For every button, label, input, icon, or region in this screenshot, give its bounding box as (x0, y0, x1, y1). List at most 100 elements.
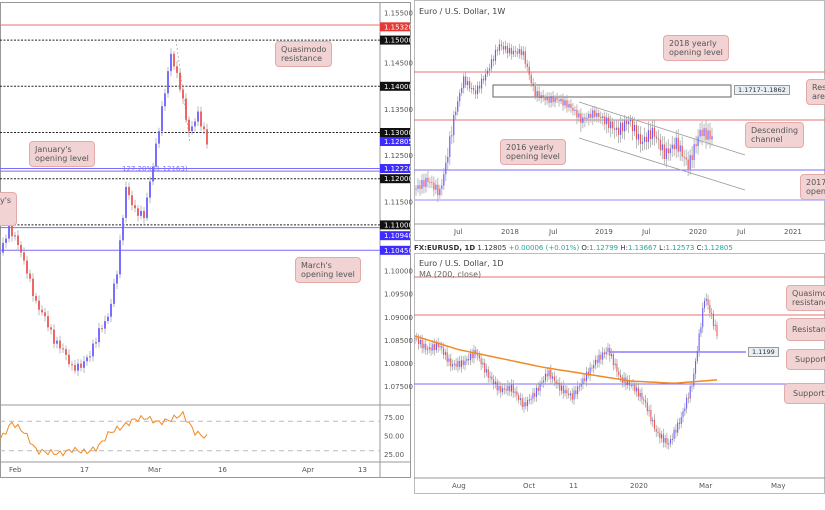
left-candle (182, 89, 184, 99)
price-axis-label: 1.11000 (384, 221, 413, 229)
daily-candle (485, 369, 488, 373)
l-label: L: (659, 244, 666, 252)
left-candle (164, 93, 166, 107)
left-candle (137, 208, 139, 216)
daily-candle (471, 353, 473, 359)
weekly-candle (475, 90, 477, 95)
daily-time-label: May (771, 482, 785, 490)
daily-candle (639, 392, 641, 397)
weekly-candle (655, 136, 657, 139)
left-candle (0, 252, 1, 254)
ma-200-line (414, 335, 718, 384)
daily-candle (468, 358, 470, 361)
weekly-time-label: Jul (736, 228, 746, 236)
weekly-candle (699, 129, 701, 137)
weekly-candle (473, 87, 475, 91)
daily-candle (512, 384, 514, 393)
weekly-candle (526, 63, 528, 67)
daily-candle (644, 400, 647, 403)
weekly-candle (675, 137, 677, 150)
weekly-candle (425, 177, 427, 187)
channel-lower (578, 137, 746, 191)
weekly-candle (705, 128, 707, 140)
daily-candle (530, 398, 532, 400)
left-candle (179, 72, 181, 90)
daily-candle (584, 378, 586, 381)
weekly-candle (582, 117, 584, 124)
daily-candle (425, 343, 427, 350)
support2-callout: Support (784, 383, 825, 404)
daily-candle (603, 352, 605, 355)
daily-candle (573, 390, 575, 400)
weekly-candle (538, 91, 540, 99)
h-label: H: (620, 244, 628, 252)
daily-candle (668, 443, 670, 445)
weekly-candle (701, 129, 703, 137)
weekly-candle (629, 119, 632, 122)
daily-candle (627, 380, 629, 386)
daily-candle (462, 360, 464, 366)
daily-time-label: Aug (452, 482, 466, 490)
daily-candle (643, 399, 645, 401)
left-candle (149, 181, 151, 198)
weekly-candle (478, 85, 481, 89)
left-candle (74, 365, 76, 371)
daily-candle (664, 437, 666, 443)
weekly-candle (534, 86, 536, 97)
weekly-candle (606, 117, 608, 125)
daily-candle (614, 363, 616, 366)
weekly-candle (508, 48, 510, 54)
daily-candle (661, 434, 663, 439)
left-candle (89, 356, 91, 358)
weekly-candle (514, 50, 516, 52)
price-label-bg (380, 81, 410, 91)
left-candle (146, 197, 148, 219)
daily-candle (650, 409, 652, 422)
weekly-candle (604, 116, 606, 125)
rsi-axis-label: 50.00 (384, 433, 404, 441)
daily-candle (450, 358, 452, 367)
res-area-callout: Resi area (806, 79, 825, 105)
daily-candle (552, 376, 554, 379)
weekly-candle (673, 144, 675, 150)
daily-candle (662, 434, 664, 443)
weekly-candle (467, 81, 469, 86)
weekly-candle (653, 127, 655, 137)
weekly-candle (451, 135, 453, 137)
rsi-axis-label: 75.00 (384, 414, 404, 422)
daily-candle (466, 358, 468, 361)
weekly-candle (455, 111, 457, 116)
daily-candle (434, 344, 436, 351)
left-candle (53, 329, 55, 344)
price-label-bg (380, 164, 410, 174)
weekly-candle (439, 188, 441, 196)
weekly-candle (562, 98, 564, 106)
daily-candle (432, 344, 434, 351)
left-candle (8, 224, 10, 239)
weekly-candle (645, 136, 648, 143)
weekly-candle (637, 134, 640, 140)
daily-candle (426, 349, 429, 351)
weekly-candle (546, 97, 548, 101)
weekly-candle (612, 121, 614, 129)
daily-candle (652, 419, 654, 422)
daily-candle (553, 376, 555, 381)
daily-candle (446, 352, 448, 362)
price-axis-label: 1.09500 (384, 291, 413, 299)
daily-candle (655, 428, 657, 432)
weekly-candle (536, 91, 538, 97)
left-candle (65, 349, 67, 355)
daily-candle (502, 388, 504, 393)
daily-candle (628, 380, 630, 386)
weekly-candle (639, 134, 642, 144)
daily-candle (455, 363, 457, 367)
weekly-candle (703, 128, 705, 137)
price-axis-label: 1.14000 (384, 83, 413, 91)
left-candle (29, 273, 31, 279)
weekly-candle (695, 144, 697, 147)
left-candle (62, 348, 64, 350)
daily-candle (527, 400, 529, 407)
left-candle (59, 340, 61, 349)
daily-candle (448, 358, 450, 362)
